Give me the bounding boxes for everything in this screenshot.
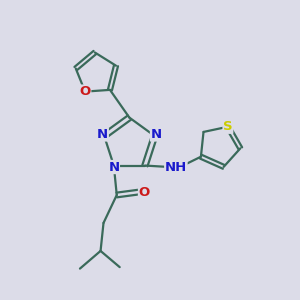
Text: S: S [223, 120, 233, 133]
Text: NH: NH [165, 160, 187, 173]
Text: O: O [139, 186, 150, 199]
Text: N: N [97, 128, 108, 141]
Text: N: N [108, 160, 119, 173]
Text: O: O [80, 85, 91, 98]
Text: N: N [151, 128, 162, 141]
